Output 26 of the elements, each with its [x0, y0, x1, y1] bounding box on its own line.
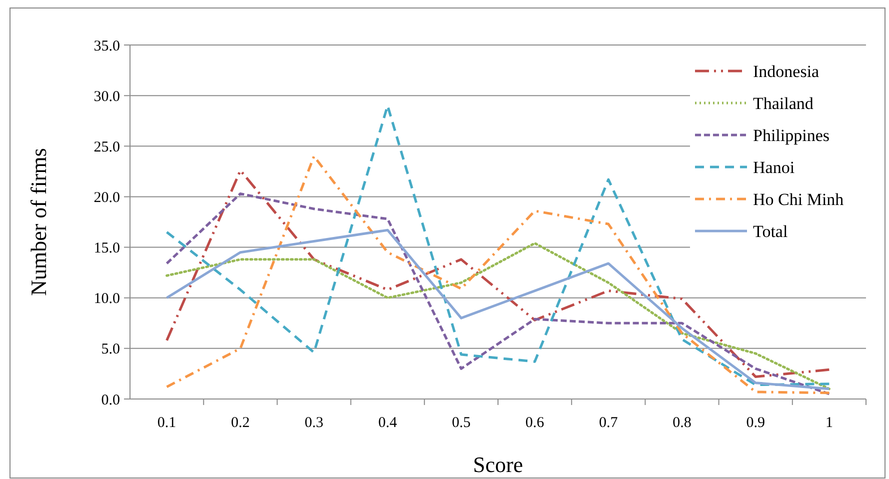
- x-tick-label: 1: [825, 415, 833, 431]
- y-tick-label: 10.0: [94, 291, 120, 308]
- y-tick-label: 5.0: [101, 342, 120, 358]
- y-tick-label: 0.0: [101, 392, 120, 408]
- y-tick-label: 30.0: [94, 88, 120, 105]
- y-tick-label: 35.0: [94, 38, 120, 54]
- x-tick-label: 0.3: [304, 415, 324, 431]
- y-tick-label: 15.0: [94, 240, 120, 257]
- legend-label: Philippines: [753, 126, 830, 145]
- x-tick-label: 0.5: [452, 415, 471, 431]
- x-tick-label: 0.1: [157, 415, 176, 431]
- x-tick-label: 0.8: [672, 415, 692, 431]
- legend-label: Indonesia: [753, 62, 820, 81]
- legend-label: Hanoi: [753, 158, 795, 177]
- x-tick-label: 0.6: [525, 415, 545, 431]
- x-axis-title: Score: [472, 452, 524, 477]
- y-axis-title: Number of firms: [26, 148, 51, 296]
- x-tick-label: 0.2: [231, 415, 250, 431]
- legend-label: Thailand: [753, 94, 814, 113]
- x-tick-label: 0.4: [378, 415, 398, 431]
- x-tick-label: 0.7: [599, 415, 618, 431]
- y-tick-label: 25.0: [94, 139, 120, 156]
- y-tick-label: 20.0: [94, 190, 120, 206]
- x-tick-label: 0.9: [746, 415, 765, 431]
- legend-label: Total: [753, 222, 788, 241]
- legend-label: Ho Chi Minh: [753, 190, 844, 209]
